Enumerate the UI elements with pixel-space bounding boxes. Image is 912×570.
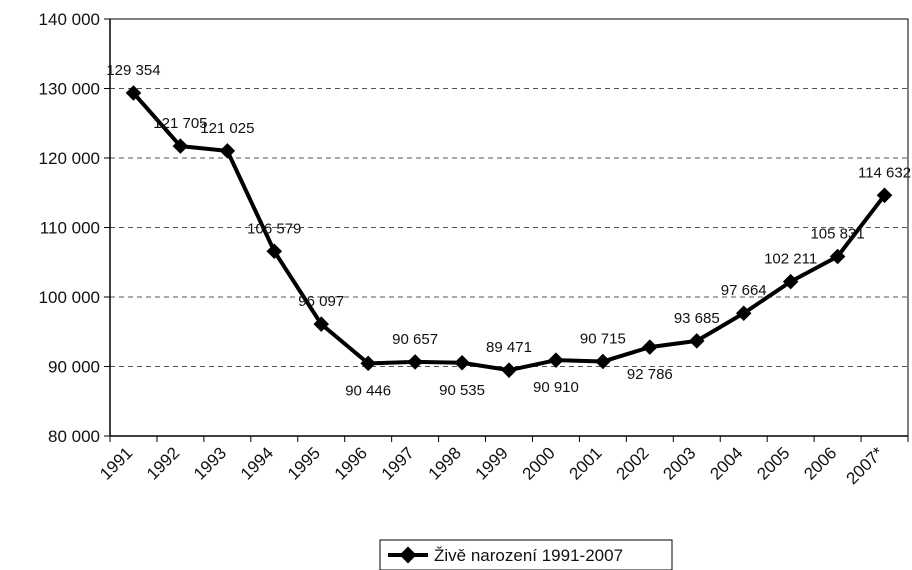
- axes: [104, 18, 909, 442]
- y-tick-label: 130 000: [39, 80, 100, 99]
- x-tick-label: 2001: [566, 443, 606, 483]
- x-tick-label: 2002: [612, 443, 652, 483]
- data-label: 96 097: [298, 293, 344, 310]
- y-tick-label: 110 000: [40, 219, 100, 238]
- x-tick-label: 1993: [190, 443, 230, 483]
- data-label: 90 910: [533, 379, 579, 396]
- x-tick-label: 2003: [659, 443, 699, 483]
- data-point-marker: [407, 354, 423, 370]
- x-tick-label: 2005: [753, 443, 793, 483]
- data-label: 90 535: [439, 382, 485, 399]
- x-tick-label: 1998: [425, 443, 465, 483]
- data-label: 105 831: [810, 225, 864, 242]
- data-label: 90 715: [580, 331, 626, 348]
- data-point-marker: [454, 355, 470, 371]
- y-tick-labels: 80 000 90 000 100 000 110 000 120 000 130 000…: [39, 10, 100, 446]
- data-point-marker: [172, 138, 189, 154]
- data-point-marker: [501, 362, 517, 378]
- y-tick-label: 100 000: [39, 288, 100, 307]
- y-tick-label: 80 000: [48, 427, 100, 446]
- x-tick-label: 1991: [96, 443, 136, 483]
- data-label: 121 025: [200, 120, 254, 137]
- x-tick-label: 2000: [519, 443, 559, 483]
- data-label: 90 446: [345, 382, 391, 399]
- y-tick-label: 90 000: [48, 358, 100, 377]
- data-label: 89 471: [486, 339, 532, 356]
- data-point-marker: [219, 143, 236, 159]
- data-point-marker: [642, 339, 658, 355]
- data-label: 97 664: [721, 282, 767, 299]
- legend: Živě narození 1991-2007: [379, 539, 673, 570]
- data-point-marker: [548, 352, 564, 368]
- y-tick-label: 140 000: [39, 10, 100, 29]
- data-label: 93 685: [674, 310, 720, 327]
- data-label: 106 579: [247, 220, 301, 237]
- x-tick-label: 1994: [237, 443, 277, 483]
- legend-marker: [399, 546, 417, 564]
- y-tick-label: 120 000: [39, 149, 100, 168]
- data-label: 129 354: [106, 62, 160, 79]
- data-label: 121 705: [153, 115, 207, 132]
- x-tick-label: 2007*: [843, 443, 888, 488]
- data-label: 90 657: [392, 331, 438, 348]
- x-tick-label: 1996: [331, 443, 371, 483]
- legend-label: Živě narození 1991-2007: [434, 546, 623, 565]
- data-label: 92 786: [627, 366, 673, 383]
- x-tick-labels: 1991 1992 1993 1994 1995 1996 1997 1998 1999 2000…: [96, 443, 888, 488]
- x-tick-label: 2006: [800, 443, 840, 483]
- x-tick-label: 1995: [284, 443, 324, 483]
- data-label: 114 632: [858, 164, 911, 181]
- legend-box: [379, 539, 673, 570]
- x-tick-label: 1997: [378, 443, 418, 483]
- x-tick-label: 2004: [706, 443, 746, 483]
- data-point-marker: [876, 187, 893, 204]
- x-tick-label: 1999: [472, 443, 512, 483]
- data-label: 102 211: [764, 251, 817, 268]
- x-tick-label: 1992: [143, 443, 183, 483]
